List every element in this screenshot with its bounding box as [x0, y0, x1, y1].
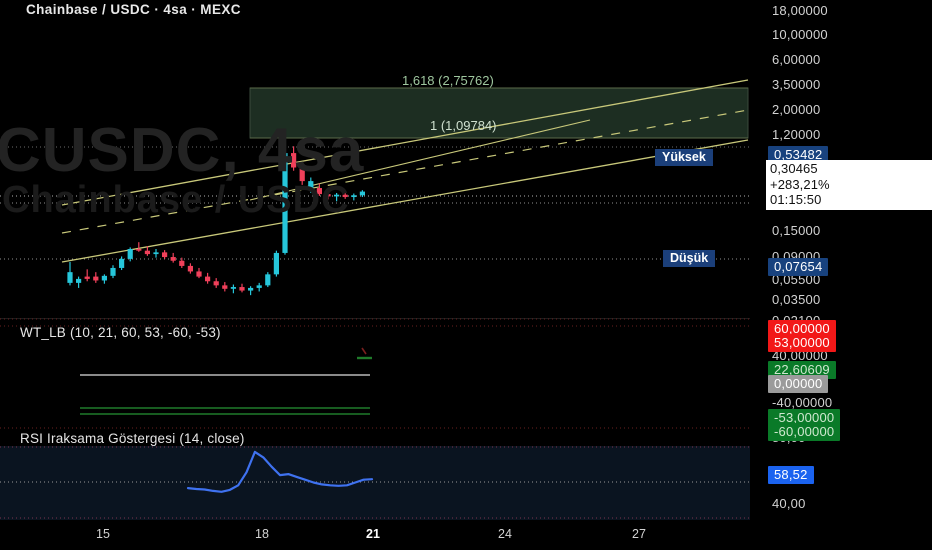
info-countdown: 01:15:50: [770, 192, 822, 207]
rsi-indicator-title[interactable]: RSI Iraksama Göstergesi (14, close): [20, 431, 245, 446]
fib-trend-line: [249, 119, 591, 201]
candlestick: [351, 195, 357, 198]
candlestick: [196, 271, 202, 277]
price-axis-tick: 40,00: [772, 496, 806, 511]
candlestick: [342, 194, 348, 198]
candlestick: [265, 274, 271, 286]
price-pane[interactable]: Yüksek Düşük 1,618 (2,75762) 1 (1,09784): [0, 0, 750, 318]
time-axis[interactable]: 15 18 21 24 27: [0, 520, 932, 550]
time-axis-tick: 24: [498, 527, 512, 541]
price-axis-value-tag[interactable]: 53,00000: [768, 334, 836, 352]
candlestick: [170, 257, 176, 261]
rsi-chart-svg: [0, 446, 750, 519]
price-axis-tick: 3,50000: [772, 77, 821, 92]
price-axis-tick: 1,20000: [772, 127, 821, 142]
candlestick-series: [67, 143, 365, 296]
candlestick: [144, 250, 150, 255]
candlestick: [325, 194, 331, 197]
price-axis-value-tag[interactable]: 0,00000: [768, 375, 829, 393]
price-axis-value-tag[interactable]: 22,60609: [768, 361, 836, 379]
candlestick: [308, 181, 314, 189]
candlestick: [179, 260, 185, 266]
candlestick: [316, 188, 322, 195]
candlestick: [67, 272, 73, 283]
candlestick: [291, 153, 297, 168]
price-axis-tick: 0,15000: [772, 223, 821, 238]
price-axis-value-tag[interactable]: 60,00000: [768, 320, 836, 338]
channel-midline: [61, 109, 749, 234]
candlestick: [187, 265, 193, 272]
price-axis-tick: 0,03500: [772, 292, 821, 307]
wtlb-indicator-title[interactable]: WT_LB (10, 21, 60, 53, -60, -53): [20, 325, 221, 340]
price-axis-tick: 10,00000: [772, 27, 828, 42]
price-axis-value-tag[interactable]: 0,07654: [768, 258, 829, 276]
price-axis-value-tag[interactable]: -53,00000: [768, 409, 841, 427]
candlestick: [282, 153, 288, 253]
price-axis-tick: 6,00000: [772, 52, 821, 67]
candlestick: [213, 281, 219, 286]
time-axis-tick: 27: [632, 527, 646, 541]
ascending-channel: [61, 79, 749, 263]
rsi-background: [0, 446, 750, 520]
price-axis-tick: 18,00000: [772, 3, 828, 18]
price-chart-svg: [0, 79, 750, 296]
time-axis-tick: 21: [366, 527, 380, 541]
low-price-label: Düşük: [663, 250, 716, 267]
rsi-pane[interactable]: [0, 430, 750, 520]
candlestick: [230, 287, 236, 289]
candlestick: [84, 276, 90, 279]
candlestick: [127, 249, 133, 259]
fib-level-1618-label: 1,618 (2,75762): [402, 73, 494, 88]
symbol-title[interactable]: Chainbase / USDC · 4sa · MEXC: [26, 2, 241, 17]
candlestick: [119, 258, 125, 268]
candlestick: [273, 252, 279, 275]
candlestick: [248, 287, 254, 291]
wtlb-pane[interactable]: [0, 318, 750, 430]
candlestick: [101, 275, 107, 281]
high-price-label: Yüksek: [655, 149, 713, 166]
candlestick: [222, 285, 228, 289]
price-axis-value-tag[interactable]: 58,52: [768, 466, 814, 484]
candlestick: [205, 276, 211, 282]
candlestick: [76, 278, 82, 283]
price-axis-value-tag[interactable]: -40,00000: [772, 395, 833, 410]
candlestick: [256, 285, 262, 288]
price-info-tooltip: 0,30465 +283,21% 01:15:50: [766, 160, 932, 210]
candlestick: [359, 191, 365, 196]
fib-zone-box: [249, 87, 749, 139]
candlestick: [153, 252, 159, 255]
fib-level-1-label: 1 (1,09784): [430, 118, 497, 133]
price-axis-tick: 2,00000: [772, 102, 821, 117]
candlestick: [136, 249, 142, 251]
candlestick: [162, 252, 168, 258]
price-axis-value-tag[interactable]: 0,53482: [768, 146, 829, 164]
info-change-percent: +283,21%: [770, 176, 830, 192]
candlestick: [110, 267, 116, 276]
candlestick: [334, 194, 340, 197]
rsi-line-series: [186, 450, 374, 493]
info-last-price: 0,30465: [770, 161, 818, 176]
time-axis-tick: 15: [96, 527, 110, 541]
price-axis[interactable]: 18,00000 10,00000 6,00000 3,50000 2,00000 1,2…: [750, 0, 932, 550]
time-axis-tick: 18: [255, 527, 269, 541]
candlestick: [299, 167, 305, 182]
candlestick: [93, 276, 99, 281]
price-axis-value-tag[interactable]: -60,00000: [768, 423, 841, 441]
wtlb-chart-svg: [0, 318, 750, 429]
candlestick: [239, 287, 245, 291]
